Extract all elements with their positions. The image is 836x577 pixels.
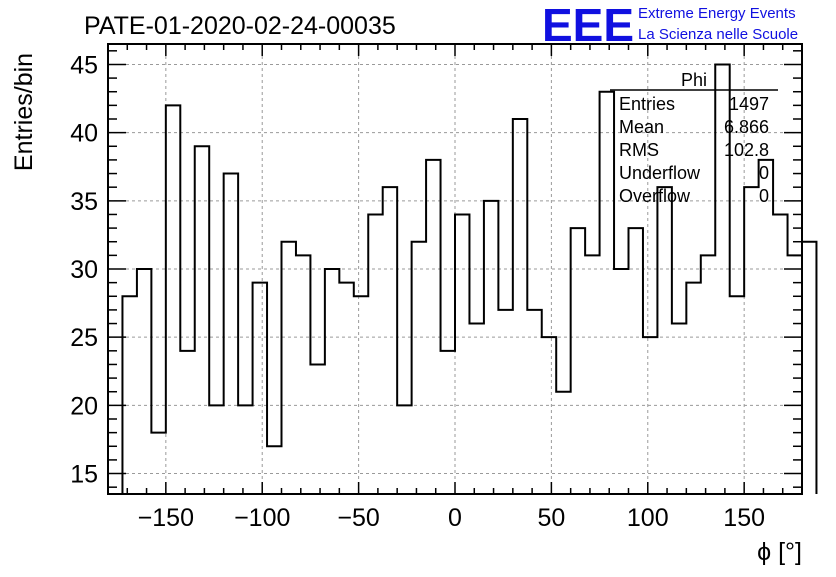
- y-tick-label: 20: [70, 392, 98, 420]
- y-tick-label: 40: [70, 120, 98, 148]
- x-tick-label: −100: [234, 504, 290, 532]
- logo-line-2: La Scienza nelle Scuole: [638, 26, 798, 43]
- stats-row-value: 1497: [729, 94, 769, 114]
- stats-box: Phi Entries 1497 Mean 6.866 RMS 102.8 Underflo…: [610, 70, 778, 206]
- y-tick-label: 30: [70, 256, 98, 284]
- x-axis-label: ϕ [°]: [757, 538, 802, 566]
- y-axis-label: Entries/bin: [10, 53, 38, 171]
- x-tick-label: −50: [337, 504, 379, 532]
- y-tick-label: 15: [70, 461, 98, 489]
- x-tick-label: 150: [723, 504, 765, 532]
- x-tick-label: 100: [627, 504, 669, 532]
- stats-row-value: 102.8: [724, 140, 769, 160]
- stats-row-label: Mean: [619, 117, 664, 137]
- chart-title: PATE-01-2020-02-24-00035: [84, 12, 396, 40]
- y-tick-label: 35: [70, 188, 98, 216]
- histogram-outline: [122, 64, 816, 494]
- stats-row-value: 0: [759, 163, 769, 183]
- x-tick-label: 50: [537, 504, 565, 532]
- logo-line-1: Extreme Energy Events: [638, 5, 796, 22]
- eee-logo-text: EEE: [542, 0, 634, 51]
- y-tick-label: 25: [70, 324, 98, 352]
- stats-row-label: Overflow: [619, 186, 691, 206]
- stats-box-title: Phi: [681, 70, 707, 90]
- x-tick-label: −150: [138, 504, 194, 532]
- y-tick-label: 45: [70, 51, 98, 79]
- stats-row-value: 6.866: [724, 117, 769, 137]
- x-tick-labels: −150 −100 −50 0 50 100 150: [138, 504, 765, 532]
- x-tick-label: 0: [448, 504, 462, 532]
- stats-box-rows: Entries 1497 Mean 6.866 RMS 102.8 Underflow 0 Ov…: [619, 94, 769, 206]
- y-tick-labels: 15 20 25 30 35 40 45: [70, 51, 98, 488]
- histogram-series: [122, 64, 816, 494]
- stats-row-label: Underflow: [619, 163, 701, 183]
- stats-row-label: RMS: [619, 140, 659, 160]
- stats-row-label: Entries: [619, 94, 675, 114]
- stats-row-value: 0: [759, 186, 769, 206]
